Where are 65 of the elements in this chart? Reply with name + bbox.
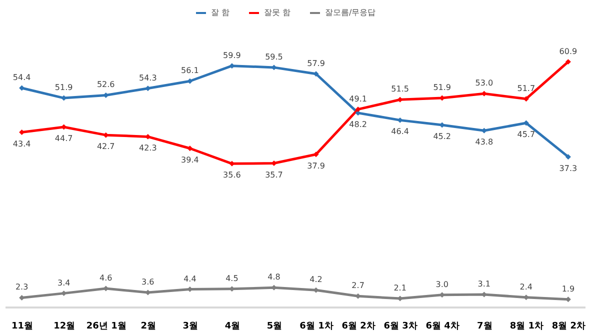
point (355, 106, 361, 112)
x-tick-label: 6월 2차 (342, 322, 376, 332)
data-label: 53.0 (475, 78, 494, 88)
point (313, 152, 319, 158)
legend-label: 잘못 함 (264, 8, 291, 17)
x-tick-label: 6월 1차 (300, 322, 334, 332)
data-label: 56.1 (181, 66, 199, 76)
x-tick-label: 4월 (224, 322, 240, 332)
x-tick-label: 7월 (477, 322, 492, 332)
data-label: 43.4 (12, 139, 31, 148)
point (565, 59, 571, 65)
data-label: 45.7 (517, 130, 536, 140)
point (187, 78, 193, 84)
data-label: 52.6 (96, 80, 115, 90)
legend-label: 잘모름/무응답 (325, 8, 376, 17)
point (187, 146, 193, 152)
data-label: 2.3 (15, 282, 28, 292)
data-label: 51.7 (517, 84, 536, 93)
data-label: 4.2 (310, 275, 322, 284)
x-tick-label: 8월 2차 (552, 322, 586, 332)
data-label: 44.7 (54, 134, 73, 144)
data-label: 35.6 (223, 170, 241, 180)
data-label: 54.3 (138, 73, 157, 82)
data-label: 60.9 (559, 46, 578, 56)
data-label: 57.9 (307, 58, 325, 68)
data-label: 39.4 (181, 155, 199, 164)
x-tick-label: 3월 (182, 322, 198, 332)
data-label: 37.9 (307, 161, 325, 170)
legend-label: 잘 함 (211, 8, 230, 17)
data-label: 42.7 (96, 142, 115, 152)
data-label: 54.4 (12, 72, 31, 82)
data-label: 4.6 (100, 273, 112, 282)
data-label: 1.9 (562, 284, 575, 294)
data-label: 4.8 (268, 272, 280, 282)
point (565, 154, 571, 160)
data-label: 46.4 (391, 127, 409, 136)
data-label: 4.5 (226, 274, 238, 283)
x-tick-label: 12월 (54, 322, 76, 332)
data-label: 42.3 (138, 144, 157, 153)
x-tick-label: 6월 4차 (426, 322, 460, 332)
data-label: 3.4 (57, 278, 70, 288)
x-tick-label: 2월 (140, 322, 156, 332)
data-label: 51.5 (391, 84, 409, 94)
x-tick-label: 26년 1월 (86, 322, 126, 332)
data-label: 43.8 (475, 138, 494, 147)
x-tick-label: 6월 3차 (384, 322, 418, 332)
x-tick-label: 8월 1차 (510, 322, 544, 332)
data-label: 59.9 (223, 50, 241, 60)
data-label: 48.2 (349, 120, 367, 129)
data-label: 2.7 (352, 281, 364, 290)
data-label: 59.5 (265, 52, 283, 62)
x-tick-label: 11월 (12, 322, 34, 332)
data-label: 3.1 (478, 280, 490, 289)
data-label: 3.6 (142, 278, 154, 287)
x-tick-label: 5월 (266, 322, 282, 332)
data-label: 2.4 (520, 282, 533, 292)
data-label: 45.2 (433, 132, 452, 142)
data-label: 37.3 (559, 164, 578, 173)
data-label: 4.4 (184, 274, 196, 284)
data-label: 51.9 (433, 83, 452, 92)
data-label: 35.7 (265, 170, 283, 180)
data-label: 49.1 (349, 94, 367, 104)
data-label: 51.9 (54, 83, 73, 92)
data-label: 3.0 (436, 280, 448, 289)
data-label: 2.1 (394, 284, 406, 293)
